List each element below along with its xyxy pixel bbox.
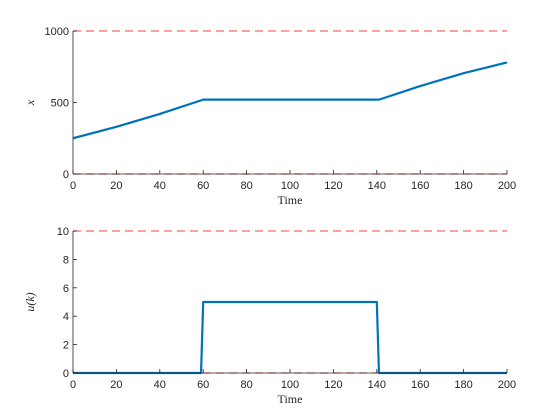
x-tick-label: 140 <box>368 379 386 391</box>
x-tick-label: 40 <box>154 379 166 391</box>
x-tick-label: 160 <box>411 180 429 192</box>
x-axis-label: Time <box>278 193 303 207</box>
y-axis-label: x <box>23 99 37 106</box>
x-tick-label: 180 <box>454 379 472 391</box>
y-tick-label: 8 <box>63 254 69 266</box>
x-tick-label: 200 <box>498 379 516 391</box>
y-tick-label: 500 <box>51 98 69 110</box>
x-tick-label: 0 <box>70 180 76 192</box>
x-tick-label: 60 <box>197 180 209 192</box>
input-u-plot: 0 20 40 60 80 100 120 140 160 180 200 0 2 4 6 8 10 Time u(… <box>23 226 516 406</box>
x-tick-label: 120 <box>324 379 342 391</box>
series-line-0 <box>73 300 507 375</box>
x-tick-label: 200 <box>498 180 516 192</box>
x-tick-label: 60 <box>197 379 209 391</box>
y-tick-label: 1000 <box>45 26 69 38</box>
x-tick-label: 160 <box>411 379 429 391</box>
y-tick-label: 0 <box>63 368 69 380</box>
x-tick-label: 100 <box>281 379 299 391</box>
y-tick-label: 4 <box>63 311 69 323</box>
x-tick-label: 80 <box>240 180 252 192</box>
x-tick-label: 180 <box>454 180 472 192</box>
x-tick-label: 20 <box>110 180 122 192</box>
x-axis-label: Time <box>278 392 303 406</box>
series-line-0 <box>72 61 508 140</box>
y-tick-label: 2 <box>63 340 69 352</box>
state-x-plot: 0 20 40 60 80 100 120 140 160 180 200 0 500 1000 Time x <box>23 26 516 207</box>
y-axis-label: u(k) <box>23 292 37 311</box>
x-tick-label: 100 <box>281 180 299 192</box>
x-tick-label: 0 <box>70 379 76 391</box>
x-tick-label: 120 <box>324 180 342 192</box>
x-tick-label: 20 <box>110 379 122 391</box>
y-tick-label: 0 <box>63 169 69 181</box>
x-tick-label: 80 <box>240 379 252 391</box>
x-tick-label: 40 <box>154 180 166 192</box>
y-tick-label: 10 <box>57 226 69 238</box>
x-tick-label: 140 <box>368 180 386 192</box>
y-tick-label: 6 <box>63 283 69 295</box>
